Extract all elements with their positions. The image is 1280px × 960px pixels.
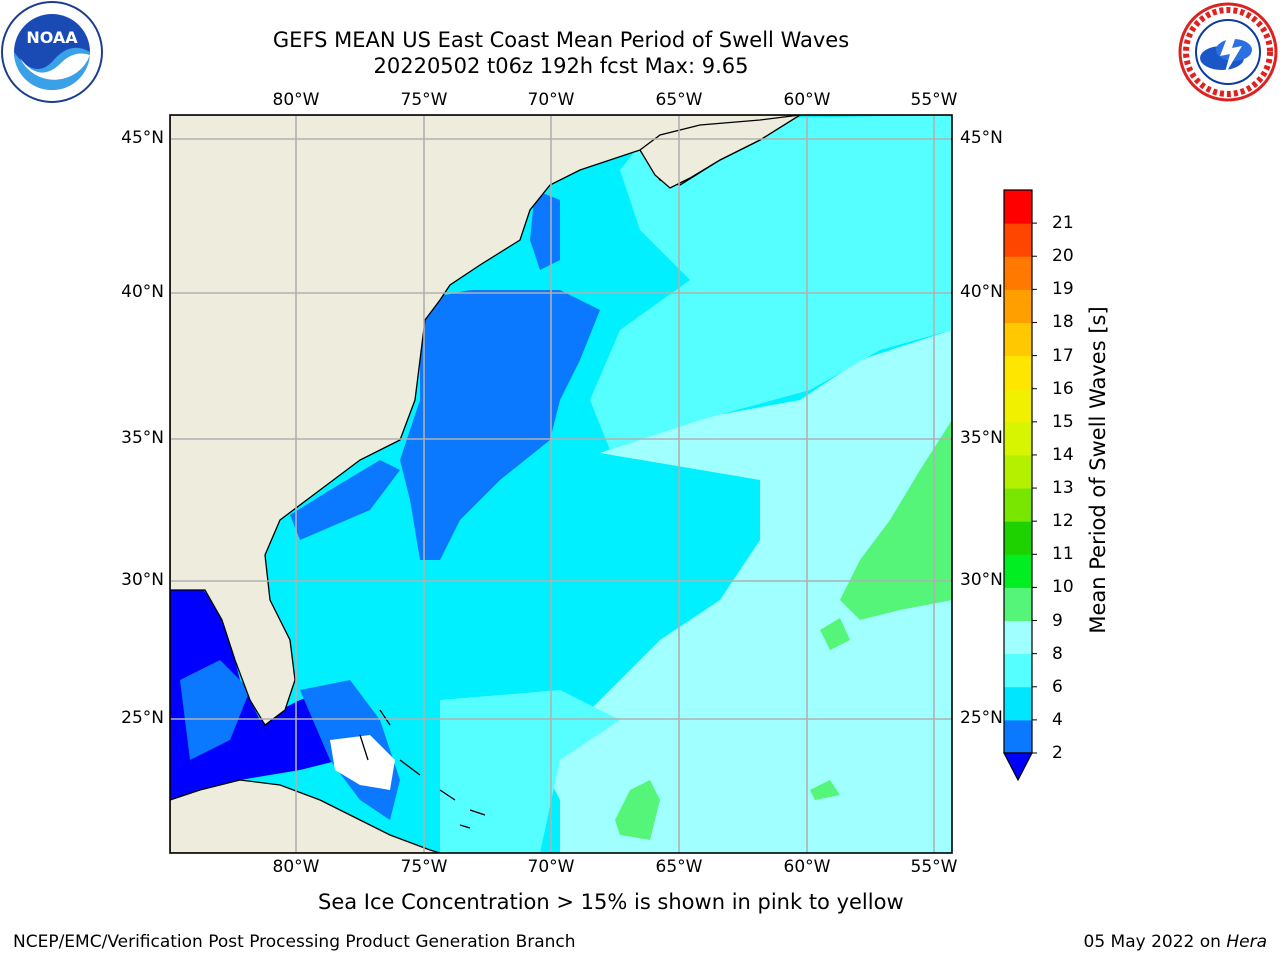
lon-label-top: 60°W	[783, 90, 831, 110]
lon-label-top: 55°W	[910, 90, 958, 110]
noaa-logo: NOAA	[1, 1, 103, 103]
colorbar-tick-label: 13	[1052, 478, 1074, 499]
lat-label-right: 45°N	[960, 128, 1003, 148]
swell-band-2-4	[530, 190, 560, 270]
swell-band-6-8	[440, 690, 620, 853]
lat-label-right: 40°N	[960, 282, 1003, 302]
colorbar-tick-label: 15	[1052, 411, 1074, 432]
colorbar-tick-label: 9	[1052, 610, 1063, 631]
noaa-logo-text: NOAA	[26, 28, 78, 47]
lat-label-left: 40°N	[121, 282, 164, 302]
lon-label-bottom: 80°W	[272, 857, 320, 877]
lon-label-top: 80°W	[272, 90, 320, 110]
run-date: 05 May 2022 on Hera	[1084, 932, 1268, 952]
swell-band-under-2	[170, 585, 350, 810]
chart-title: GEFS MEAN US East Coast Mean Period of S…	[272, 28, 850, 52]
lat-label-right: 30°N	[960, 570, 1003, 590]
lat-label-left: 30°N	[121, 570, 164, 590]
chart-subtitle: 20220502 t06z 192h fcst Max: 9.65	[373, 54, 749, 78]
colorbar-tick-label: 17	[1052, 345, 1074, 366]
swell-band-8-9	[540, 330, 952, 853]
colorbar-tick-label: 18	[1052, 312, 1074, 333]
lon-label-bottom: 65°W	[655, 857, 703, 877]
colorbar-tick-label: 14	[1052, 444, 1074, 465]
lon-label-top: 75°W	[400, 90, 448, 110]
run-date-text: 05 May 2022 on	[1083, 932, 1221, 952]
lon-label-top: 70°W	[527, 90, 575, 110]
colorbar-tick-label: 11	[1052, 544, 1074, 565]
bahamas-islands	[359, 709, 486, 829]
shallow-water-mask	[330, 735, 395, 790]
lat-label-right: 25°N	[960, 708, 1003, 728]
land-cuba	[170, 779, 441, 853]
colorbar-tick-label: 6	[1052, 676, 1063, 697]
lat-label-left: 25°N	[121, 708, 164, 728]
sea-ice-note: Sea Ice Concentration > 15% is shown in …	[318, 890, 904, 914]
lat-label-right: 35°N	[960, 428, 1003, 448]
swell-band-9-10	[840, 420, 952, 620]
lon-label-bottom: 70°W	[527, 857, 575, 877]
colorbar-tick-label: 4	[1052, 709, 1063, 730]
swell-band-9-10	[820, 618, 850, 650]
map-frame	[169, 114, 953, 854]
colorbar-tick-label: 8	[1052, 643, 1063, 664]
lon-label-bottom: 75°W	[400, 857, 448, 877]
swell-band-6-8	[590, 115, 952, 450]
lat-label-left: 45°N	[121, 128, 164, 148]
land-nova-scotia	[639, 115, 801, 189]
lon-label-bottom: 60°W	[783, 857, 831, 877]
colorbar-tick-label: 19	[1052, 279, 1074, 300]
branch-credit: NCEP/EMC/Verification Post Processing Pr…	[13, 932, 576, 952]
swell-band-2-4	[400, 290, 600, 560]
colorbar-tick-label: 12	[1052, 511, 1074, 532]
colorbar-tick-label: 10	[1052, 577, 1074, 598]
swell-band-9-10	[810, 780, 840, 800]
graticule	[170, 115, 952, 853]
swell-band-2-4	[180, 660, 250, 760]
lon-label-bottom: 55°W	[910, 857, 958, 877]
national-weather-service-logo	[1178, 2, 1278, 102]
swell-band-2-4	[290, 460, 400, 540]
lat-label-left: 35°N	[121, 428, 164, 448]
colorbar-tick-label: 2	[1052, 743, 1063, 763]
swell-band-9-10	[615, 780, 660, 840]
colorbar-tick-label: 16	[1052, 378, 1074, 399]
colorbar-tick-label: 21	[1052, 213, 1074, 234]
colorbar-tick-label: 20	[1052, 246, 1074, 267]
host-name: Hera	[1226, 932, 1267, 952]
lon-label-top: 65°W	[655, 90, 703, 110]
colorbar-label: Mean Period of Swell Waves [s]	[1086, 306, 1110, 634]
